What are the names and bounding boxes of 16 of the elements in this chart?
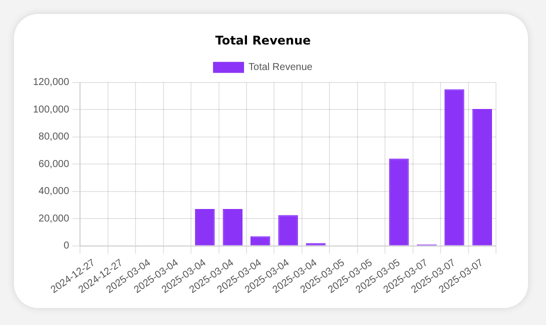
bar	[472, 108, 492, 246]
y-tick-label: 40,000	[38, 186, 70, 198]
y-tick-label: 0	[64, 240, 70, 252]
bar	[278, 215, 298, 246]
bar	[250, 236, 270, 246]
bar	[444, 89, 464, 246]
y-tick-label: 120,000	[32, 77, 70, 88]
y-tick-label: 20,000	[38, 213, 70, 224]
bar	[389, 158, 409, 246]
legend-label: Total Revenue	[248, 62, 313, 74]
bar	[222, 209, 243, 246]
bar	[195, 209, 215, 246]
y-tick-label: 100,000	[32, 104, 70, 116]
y-tick-label: 60,000	[38, 158, 70, 170]
chart-title: Total Revenue	[215, 33, 311, 48]
y-tick-label: 80,000	[38, 132, 70, 143]
